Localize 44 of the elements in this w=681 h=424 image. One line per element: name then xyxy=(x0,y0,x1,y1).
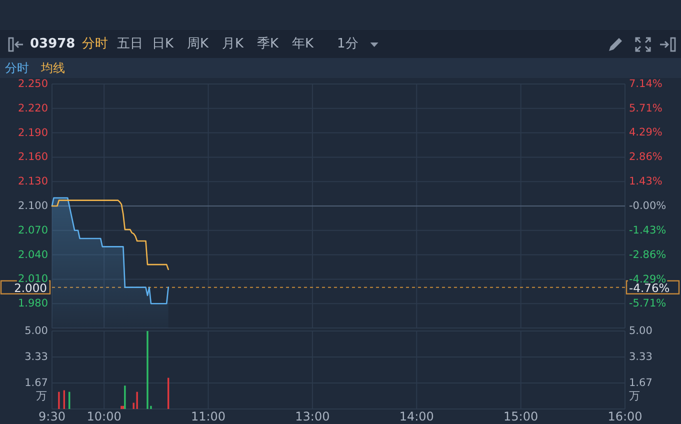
y-tick-label: 2.070 xyxy=(18,224,48,236)
y-tick-label: 2.190 xyxy=(18,126,48,139)
x-tick-label: 16:00 xyxy=(608,410,642,424)
y-tick-label: 1.980 xyxy=(18,298,48,310)
text: 日K xyxy=(152,36,174,52)
y-tick-label: 2.160 xyxy=(18,151,48,164)
y2-tick-label: 1.43% xyxy=(629,176,662,188)
y2-tick-label: -1.43% xyxy=(629,224,666,236)
y2-tick-label: 5.71% xyxy=(629,102,662,114)
y-tick-label: 2.100 xyxy=(18,200,48,212)
x-tick-label: 15:00 xyxy=(504,410,538,424)
y-tick-label: 2.250 xyxy=(18,78,48,90)
y2-tick-label: 2.86% xyxy=(629,151,662,164)
y2-tick-label: -2.86% xyxy=(629,248,666,261)
text: 年K xyxy=(292,36,314,52)
x-tick-label: 14:00 xyxy=(399,410,434,424)
y-tick-label: 2.220 xyxy=(18,102,48,114)
x-tick-label: 9:30 xyxy=(38,410,66,424)
y-tick-label: 5.00 xyxy=(24,325,48,337)
y2-tick-label: -0.00% xyxy=(629,200,666,212)
y-axis-title: 万 xyxy=(36,390,47,402)
text: 均线 xyxy=(40,61,65,75)
y2-tick-label: -5.71% xyxy=(629,298,666,310)
text: 五日 xyxy=(117,36,143,52)
y2-tick-label: 7.14% xyxy=(629,78,662,90)
text: 分时 xyxy=(5,61,29,75)
y-tick-label: 1.67 xyxy=(24,376,48,389)
text: 分时 xyxy=(82,36,108,52)
text: 1分 xyxy=(337,36,358,52)
text: 03978 xyxy=(30,36,76,52)
y-tick-label: 3.33 xyxy=(24,351,48,364)
y2-tick-label: 3.33 xyxy=(629,351,652,364)
y2-tick-label: 1.67 xyxy=(629,376,652,389)
x-tick-label: 13:00 xyxy=(295,410,330,424)
y-tick-label: 2.040 xyxy=(18,248,48,261)
y2-tick-label: 5.00 xyxy=(629,325,652,337)
y2-tick-label: 4.29% xyxy=(629,126,662,139)
y2-axis-title: 万 xyxy=(629,390,640,402)
text: 季K xyxy=(257,36,279,52)
y-tick-label: 2.130 xyxy=(18,176,48,188)
text: 周K xyxy=(187,36,209,52)
x-tick-label: 10:00 xyxy=(86,410,122,424)
x-tick-label: 11:00 xyxy=(190,410,226,424)
text: 月K xyxy=(222,36,244,52)
